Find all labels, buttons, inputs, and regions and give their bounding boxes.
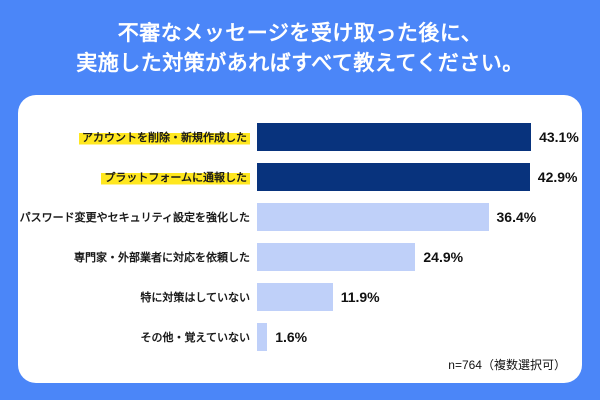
bar-category-label: プラットフォームに通報した xyxy=(18,169,257,185)
bar-row: 特に対策はしていない 11.9% xyxy=(18,283,582,311)
bar-category-label-text-highlighted: アカウントを削除・新規作成した xyxy=(79,131,250,145)
bar-value-label: 36.4% xyxy=(496,209,537,225)
sample-size-note: n=764（複数選択可） xyxy=(448,358,566,372)
bar-category-label: その他・覚えていない xyxy=(18,329,257,345)
bar-category-label: 専門家・外部業者に対応を依頼した xyxy=(18,249,257,265)
bar-category-label: 特に対策はしていない xyxy=(18,289,257,305)
bar-category-label-text-highlighted: プラットフォームに通報した xyxy=(101,171,250,185)
bar xyxy=(257,283,333,311)
bar-value-label: 43.1% xyxy=(539,129,579,145)
bar-value-label: 42.9% xyxy=(537,169,578,185)
bar-row: アカウントを削除・新規作成した 43.1% xyxy=(18,123,582,151)
bar-value-label: 11.9% xyxy=(340,289,380,305)
bar-row: パスワード変更やセキュリティ設定を強化した 36.4% xyxy=(18,203,582,231)
bar-category-label-text: 特に対策はしていない xyxy=(140,292,250,304)
bar-row: プラットフォームに通報した 42.9% xyxy=(18,163,582,191)
bar xyxy=(257,203,489,231)
bar-value-label: 1.6% xyxy=(275,329,308,345)
bar xyxy=(257,123,532,151)
bar-category-label-text: 専門家・外部業者に対応を依頼した xyxy=(74,252,250,264)
bar-category-label-text: その他・覚えていない xyxy=(140,332,250,344)
chart-title-line1: 不審なメッセージを受け取った後に、 xyxy=(117,22,483,45)
chart-card: アカウントを削除・新規作成した 43.1% プラットフォームに通報した 42.9% パス… xyxy=(18,95,582,383)
chart-title-line2: 実施した対策があればすべて教えてください。 xyxy=(76,52,524,75)
bar-value-label: 24.9% xyxy=(423,249,464,265)
chart-title: 不審なメッセージを受け取った後に、 実施した対策があればすべて教えてください。 xyxy=(0,19,600,79)
bar xyxy=(257,163,530,191)
bar-row: その他・覚えていない 1.6% xyxy=(18,323,582,351)
bar xyxy=(257,323,268,351)
bar xyxy=(257,243,416,271)
bar-category-label: アカウントを削除・新規作成した xyxy=(18,129,257,145)
bar-row: 専門家・外部業者に対応を依頼した 24.9% xyxy=(18,243,582,271)
bar-rows: アカウントを削除・新規作成した 43.1% プラットフォームに通報した 42.9% パス… xyxy=(18,123,582,351)
bar-category-label-text: パスワード変更やセキュリティ設定を強化した xyxy=(19,212,250,224)
bar-category-label: パスワード変更やセキュリティ設定を強化した xyxy=(18,209,257,225)
